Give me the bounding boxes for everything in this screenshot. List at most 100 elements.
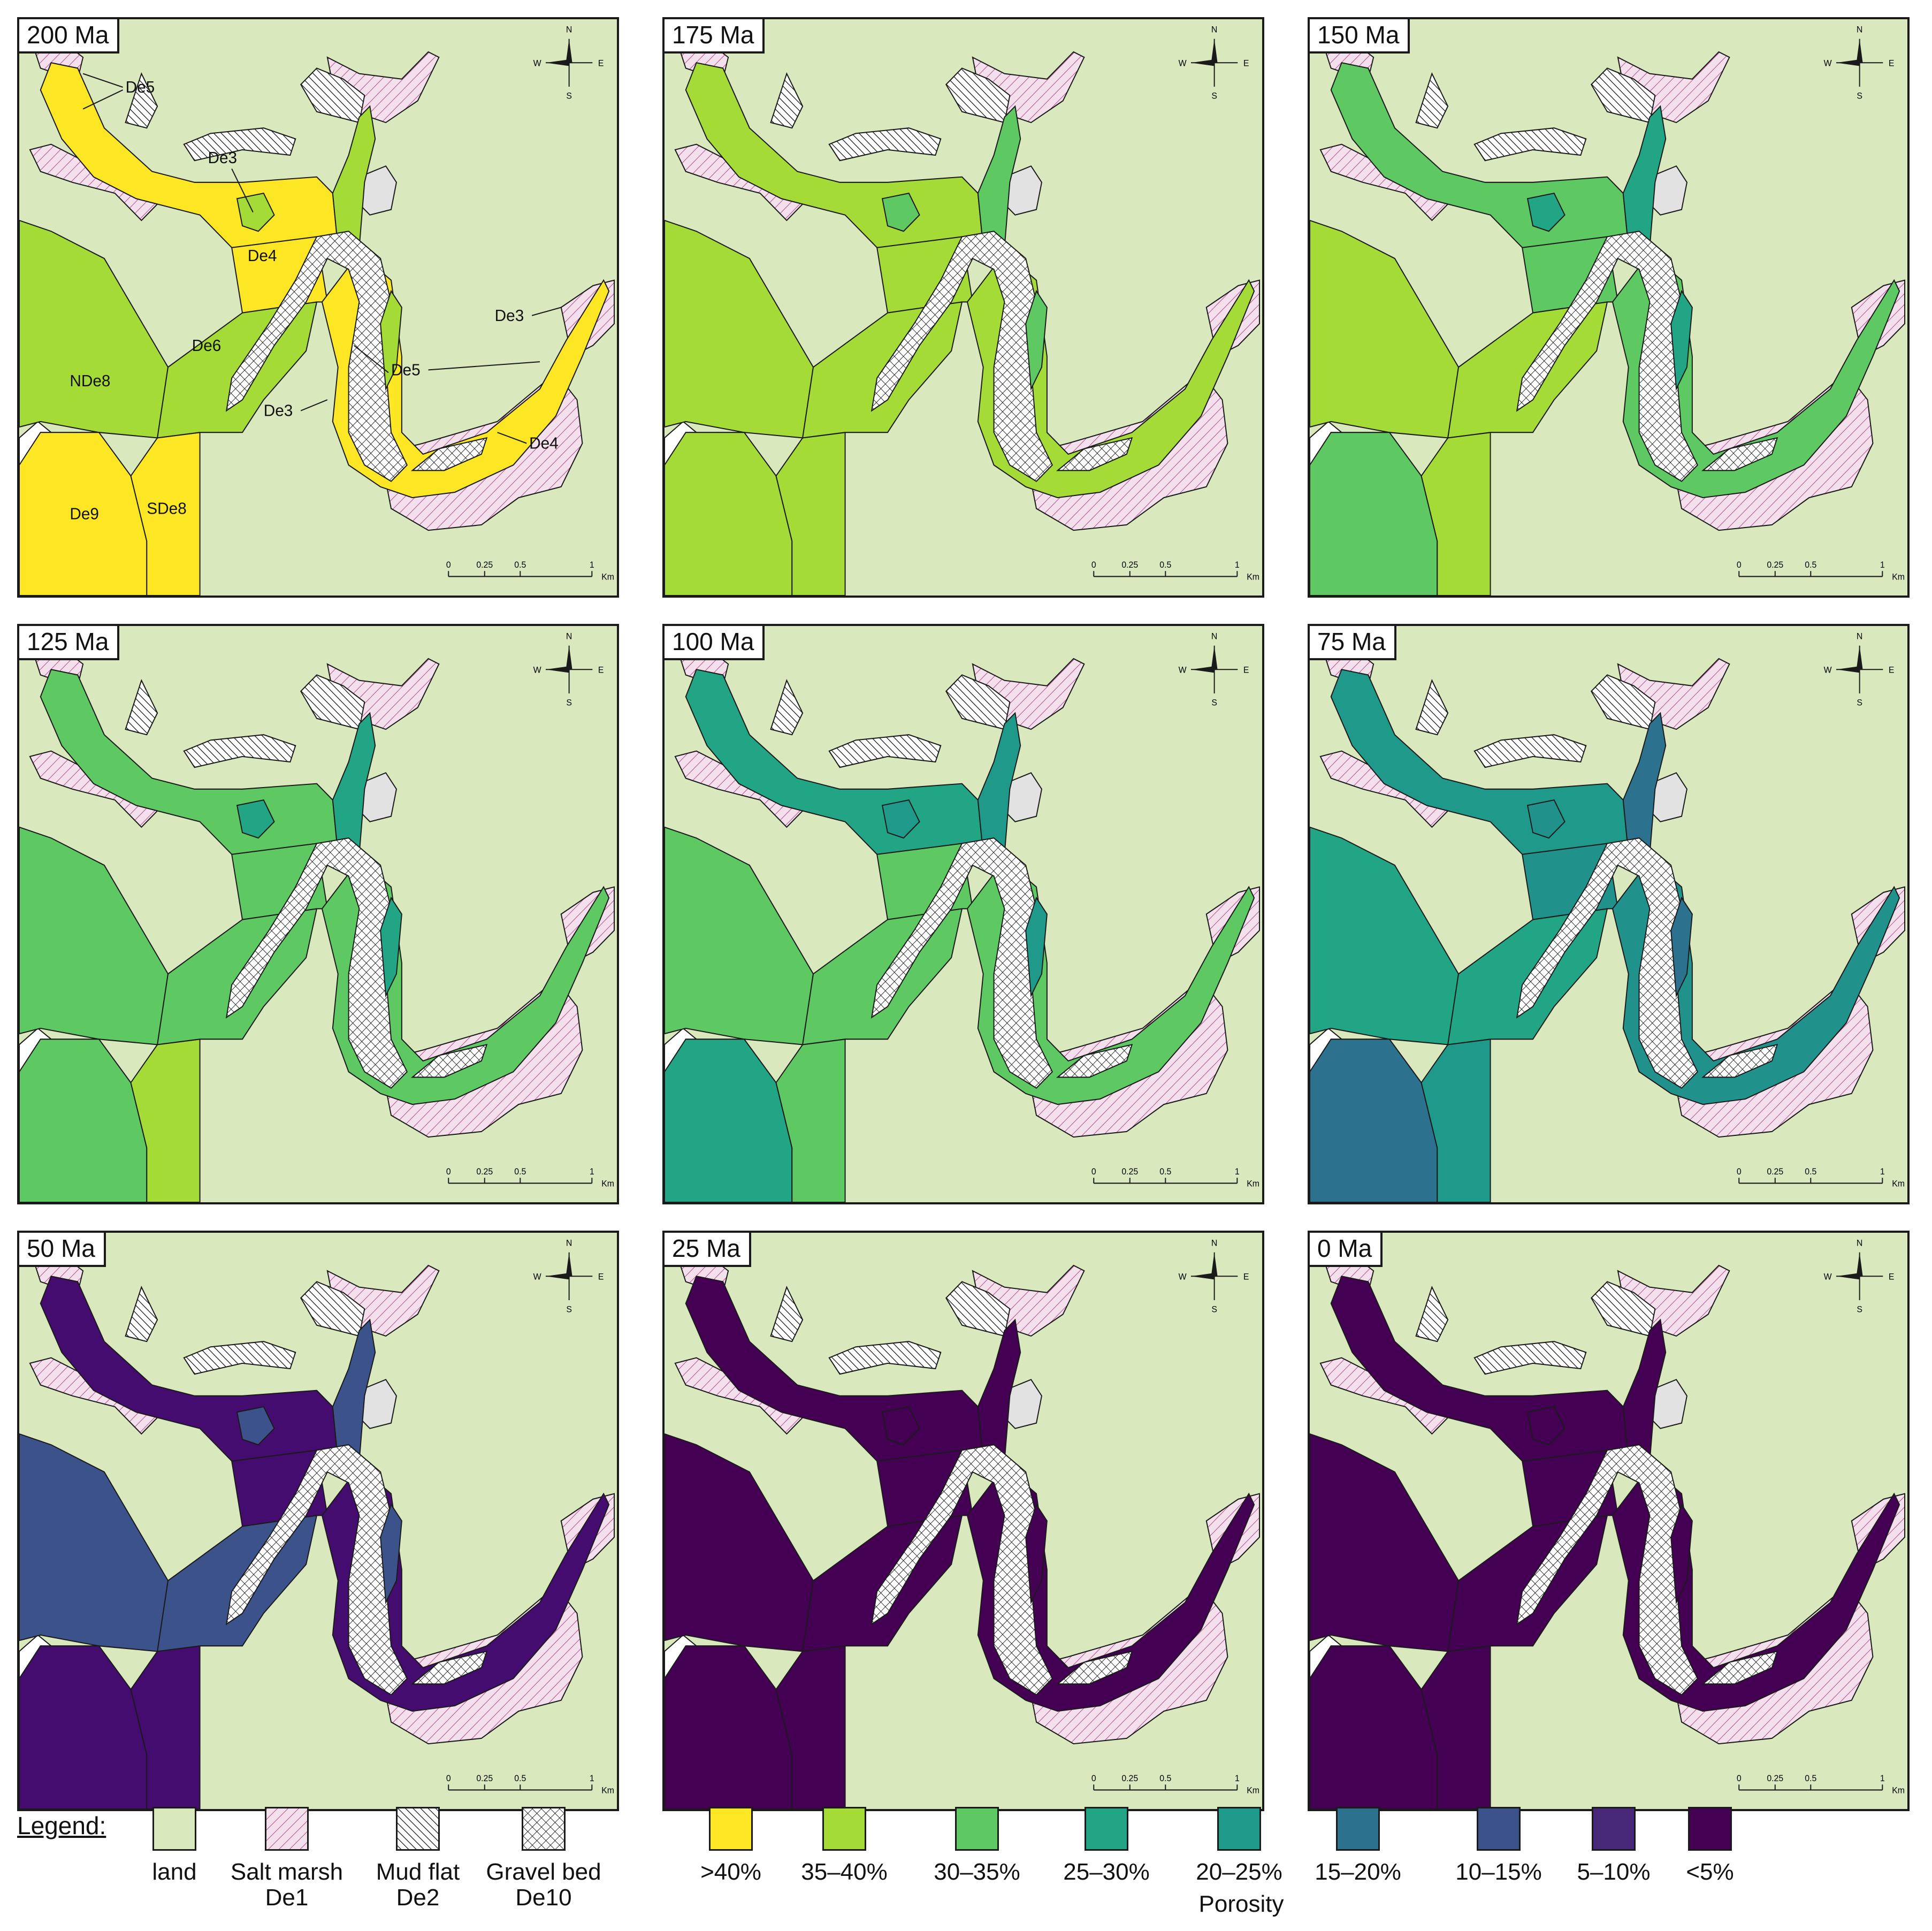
compass-n: N — [1857, 25, 1862, 34]
gravel-bed-south — [410, 1650, 488, 1685]
compass-e: E — [1889, 1272, 1895, 1281]
compass-e: E — [1889, 665, 1895, 675]
map-panel-6: N S E W 0 0.25 0.5 1 Km 50 Ma — [17, 1231, 619, 1811]
age-label: 75 Ma — [1310, 626, 1396, 660]
scale-tick-3: 1 — [1235, 1167, 1240, 1177]
legend-facies-label-0: land — [152, 1859, 197, 1885]
compass-rose-icon: N S E W — [1179, 631, 1249, 707]
age-label: 50 Ma — [19, 1233, 106, 1267]
gravel-bed-south — [410, 1043, 488, 1078]
map-canvas: N S E W 0 0.25 0.5 1 Km — [1310, 19, 1907, 596]
map-panel-7: N S E W 0 0.25 0.5 1 Km 25 Ma — [662, 1231, 1264, 1811]
scale-tick-0: 0 — [1737, 1774, 1742, 1783]
scale-unit: Km — [1247, 1179, 1259, 1188]
unit-de3-lake — [1526, 799, 1566, 839]
age-label: 100 Ma — [665, 626, 765, 660]
map-panel-1: N S E W 0 0.25 0.5 1 Km 175 Ma — [662, 17, 1264, 598]
compass-s: S — [1211, 698, 1217, 707]
compass-e: E — [1243, 1272, 1249, 1281]
gravel-bed-south — [1056, 1650, 1133, 1685]
legend-porosity-label-1: 35–40% — [801, 1859, 888, 1885]
label-sde8: SDe8 — [147, 500, 186, 517]
scale-unit: Km — [1892, 572, 1905, 582]
scale-tick-2: 0.5 — [1159, 560, 1171, 570]
gravel-bed-south — [1701, 1043, 1778, 1078]
label-de5-central: De5 — [391, 361, 421, 379]
legend-porosity-label-7: 5–10% — [1577, 1859, 1651, 1885]
unit-labels: De5 De3 De4 De6 NDe8 De9 SDe8 De3 De5 De… — [70, 73, 562, 523]
gravel-bed-south — [1701, 437, 1778, 471]
compass-rose-icon: N S E W — [533, 1238, 604, 1314]
scale-tick-3: 1 — [590, 1167, 594, 1177]
mud-flat-north — [300, 1281, 365, 1337]
scale-unit: Km — [1247, 1785, 1259, 1795]
legend-porosity-label-8: <5% — [1686, 1859, 1734, 1885]
compass-rose-icon: N S E W — [1824, 631, 1895, 707]
compass-s: S — [1857, 91, 1862, 101]
scale-tick-0: 0 — [1091, 1774, 1096, 1783]
legend-swatch-gravel-bed — [522, 1807, 566, 1851]
mud-flat-west — [770, 72, 804, 129]
mud-flat-north — [945, 67, 1011, 124]
scale-tick-0: 0 — [1737, 560, 1742, 570]
compass-s: S — [1211, 91, 1217, 101]
compass-n: N — [1211, 25, 1217, 34]
compass-w: W — [1179, 1272, 1187, 1281]
compass-n: N — [1857, 631, 1862, 641]
scale-bar: 0 0.25 0.5 1 Km — [446, 560, 614, 582]
compass-e: E — [1243, 58, 1249, 68]
scale-tick-1: 0.25 — [476, 1774, 493, 1783]
mud-flat-central — [1473, 1341, 1587, 1375]
gravel-bed-south — [1056, 1043, 1133, 1078]
compass-rose-icon: N S E W — [1179, 1238, 1249, 1314]
scale-bar: 0 0.25 0.5 1 Km — [1737, 560, 1905, 582]
salt-marsh-west-bank — [29, 143, 158, 222]
mud-flat-central — [828, 1341, 942, 1375]
mud-flat-north — [300, 674, 365, 730]
legend-swatch-mud-flat — [396, 1807, 440, 1851]
compass-w: W — [1824, 665, 1832, 675]
scale-tick-3: 1 — [1880, 560, 1885, 570]
scale-tick-2: 0.5 — [1805, 1774, 1816, 1783]
gravel-bed-south — [1056, 437, 1133, 471]
legend-porosity-label-2: 30–35% — [934, 1859, 1020, 1885]
map-canvas: N S E W 0 0.25 0.5 1 Km — [1310, 1233, 1907, 1809]
scale-tick-0: 0 — [1091, 1167, 1096, 1177]
unit-de3-lake — [881, 1406, 920, 1446]
mud-flat-north — [945, 1281, 1011, 1337]
map-panel-2: N S E W 0 0.25 0.5 1 Km 150 Ma — [1308, 17, 1910, 598]
scale-tick-3: 1 — [590, 560, 594, 570]
compass-w: W — [1179, 58, 1187, 68]
compass-w: W — [533, 665, 542, 675]
compass-e: E — [598, 58, 604, 68]
compass-w: W — [1179, 665, 1187, 675]
scale-tick-3: 1 — [1235, 560, 1240, 570]
age-label: 175 Ma — [665, 19, 765, 54]
legend-porosity-swatch-2 — [955, 1807, 999, 1851]
scale-tick-0: 0 — [446, 1167, 451, 1177]
mud-flat-west — [1415, 678, 1449, 736]
legend-porosity-swatch-1 — [822, 1807, 866, 1851]
label-de3-east: De3 — [495, 307, 524, 325]
map-canvas: N S E W 0 0.25 0.5 1 Km — [665, 1233, 1262, 1809]
legend-porosity-swatch-3 — [1085, 1807, 1128, 1851]
salt-marsh-west-bank — [1319, 143, 1449, 222]
compass-w: W — [1824, 1272, 1832, 1281]
scale-bar: 0 0.25 0.5 1 Km — [1737, 1167, 1905, 1189]
compass-s: S — [1211, 1304, 1217, 1314]
age-label: 0 Ma — [1310, 1233, 1383, 1267]
compass-e: E — [598, 1272, 604, 1281]
legend-swatch-salt-marsh — [265, 1807, 309, 1851]
compass-n: N — [1857, 1238, 1862, 1248]
salt-marsh-west-bank — [29, 1357, 158, 1435]
compass-n: N — [1211, 1238, 1217, 1248]
compass-e: E — [1243, 665, 1249, 675]
unit-channel-bar — [380, 289, 402, 391]
unit-de3-lake — [881, 799, 920, 839]
unit-de3-lake — [236, 192, 275, 232]
legend-porosity-swatch-4 — [1217, 1807, 1261, 1851]
map-canvas: N S E W 0 0.25 0.5 1 Km — [19, 1233, 617, 1809]
map-canvas: N S E W 0 0.25 0.5 1 Km — [1310, 626, 1907, 1202]
mud-flat-west — [770, 1285, 804, 1342]
